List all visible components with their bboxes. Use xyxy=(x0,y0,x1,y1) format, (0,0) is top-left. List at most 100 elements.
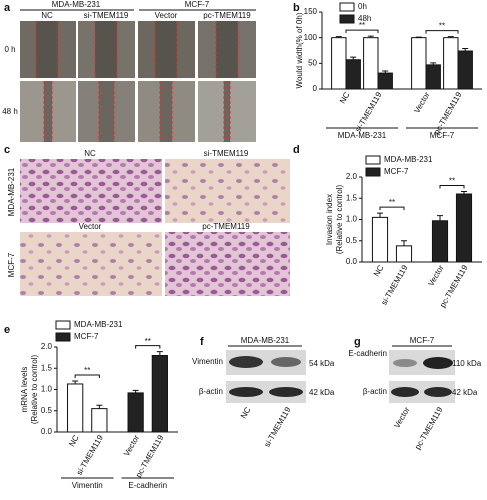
significance-label: ** xyxy=(449,177,455,186)
legend-swatch xyxy=(55,332,71,342)
bar xyxy=(91,408,108,433)
lane-label: Vector xyxy=(392,405,411,429)
x-tick-label: NC xyxy=(67,433,81,448)
bar xyxy=(395,245,413,263)
column-label: NC xyxy=(41,11,53,20)
significance-bracket xyxy=(74,374,100,378)
x-tick-label: NC xyxy=(338,90,352,105)
column-label: Vector xyxy=(79,222,102,231)
band xyxy=(393,359,417,367)
wound-images xyxy=(20,21,256,142)
x-tick-label: Vector xyxy=(426,263,445,287)
legend-swatch xyxy=(339,2,355,12)
error-bar xyxy=(335,36,342,38)
y-tick-label: 1.0 xyxy=(41,385,53,394)
significance-bracket xyxy=(135,345,161,349)
legend-swatch xyxy=(365,167,381,177)
error-bar xyxy=(401,240,407,246)
y-tick-label: 2.0 xyxy=(41,342,53,351)
lane-label: si-TMEM119 xyxy=(262,405,292,449)
significance-label: ** xyxy=(359,21,365,30)
group-label: MCF-7 xyxy=(185,0,210,9)
legend-label: 48h xyxy=(358,14,371,23)
significance-label: ** xyxy=(84,366,90,375)
size-label: 42 kDa xyxy=(309,388,335,397)
panel-label: c xyxy=(4,144,10,156)
x-tick-label: si-TMEM119 xyxy=(353,90,383,134)
panel-a: a MDA-MB-231 MCF-7 NC si-TMEM119 Vector … xyxy=(2,0,256,142)
bar xyxy=(455,193,473,263)
band xyxy=(271,357,301,367)
y-tick-label: 100 xyxy=(304,33,318,42)
panel-f: f MDA-MB-231 Vimentin β-actin 54 kDa 42 … xyxy=(192,336,335,449)
y-axis-label: mRNA levels xyxy=(20,367,29,413)
row-label: MDA-MB-231 xyxy=(7,167,16,216)
size-label: 110 kDa xyxy=(452,359,482,368)
y-tick-label: 0.0 xyxy=(346,257,358,266)
significance-label: ** xyxy=(439,22,445,31)
legend-label: MDA-MB-231 xyxy=(384,155,433,164)
significance-label: ** xyxy=(145,337,151,346)
blot xyxy=(389,381,455,403)
y-axis-label: (Relative to control) xyxy=(30,354,39,424)
lane-label: NC xyxy=(239,405,253,420)
blot-title: MCF-7 xyxy=(410,336,435,345)
y-tick-label: 150 xyxy=(304,7,318,16)
error-bar xyxy=(382,70,389,74)
error-bar xyxy=(437,215,443,221)
error-bar xyxy=(430,62,437,65)
bar xyxy=(127,392,144,433)
error-bar xyxy=(367,35,374,38)
legend-label: MCF-7 xyxy=(384,167,409,176)
band xyxy=(229,387,263,397)
y-tick-label: 1.5 xyxy=(346,193,358,202)
column-label: si-TMEM119 xyxy=(84,11,129,20)
x-tick-label: pc-TMEM119 xyxy=(432,90,464,136)
significance-bracket xyxy=(345,29,379,34)
band xyxy=(269,387,303,397)
band-label: β-actin xyxy=(199,387,223,396)
band-label: E-cadherin xyxy=(348,349,387,358)
legend-swatch xyxy=(339,14,355,24)
x-tick-label: NC xyxy=(372,263,386,278)
group-label: MCF-7 xyxy=(430,131,455,140)
bar xyxy=(431,220,449,263)
invasion-images xyxy=(20,159,290,296)
significance-bracket xyxy=(439,184,465,189)
panel-label: e xyxy=(4,324,10,336)
x-tick-label: Vector xyxy=(412,90,431,114)
bar xyxy=(345,59,361,90)
y-axis-label: Would width(% of 0h) xyxy=(295,12,304,88)
column-label: NC xyxy=(84,149,96,158)
bar xyxy=(457,50,473,90)
y-axis-label: Invasion index xyxy=(325,194,334,245)
bar xyxy=(443,37,459,90)
band xyxy=(423,357,453,369)
lane-label: pc-TMEM119 xyxy=(413,405,445,451)
column-label: pc-TMEM119 xyxy=(203,11,251,20)
column-label: si-TMEM119 xyxy=(204,149,249,158)
legend-label: MDA-MB-231 xyxy=(74,320,123,329)
y-tick-label: 2.0 xyxy=(346,172,358,181)
bar xyxy=(377,72,393,90)
panel-g: g MCF-7 E-cadherin β-actin 110 kDa 42 kD… xyxy=(348,336,481,451)
error-bar xyxy=(132,389,139,393)
band-label: Vimentin xyxy=(192,357,223,366)
error-bar xyxy=(377,212,383,218)
panel-label: b xyxy=(293,2,300,14)
y-tick-label: 50 xyxy=(308,58,317,67)
bar xyxy=(331,37,347,90)
legend-label: 0h xyxy=(358,2,367,11)
y-tick-label: 0.5 xyxy=(41,406,53,415)
bar xyxy=(363,37,379,90)
y-axis-label: (Relative to control) xyxy=(335,184,344,254)
panel-label: f xyxy=(200,336,204,348)
blot-title: MDA-MB-231 xyxy=(241,336,290,345)
x-tick-label: Vector xyxy=(122,433,141,457)
y-tick-label: 1.0 xyxy=(346,215,358,224)
y-tick-label: 0 xyxy=(313,84,318,93)
band xyxy=(424,387,452,397)
group-label: Vimentin xyxy=(72,481,103,490)
error-bar xyxy=(461,190,467,194)
